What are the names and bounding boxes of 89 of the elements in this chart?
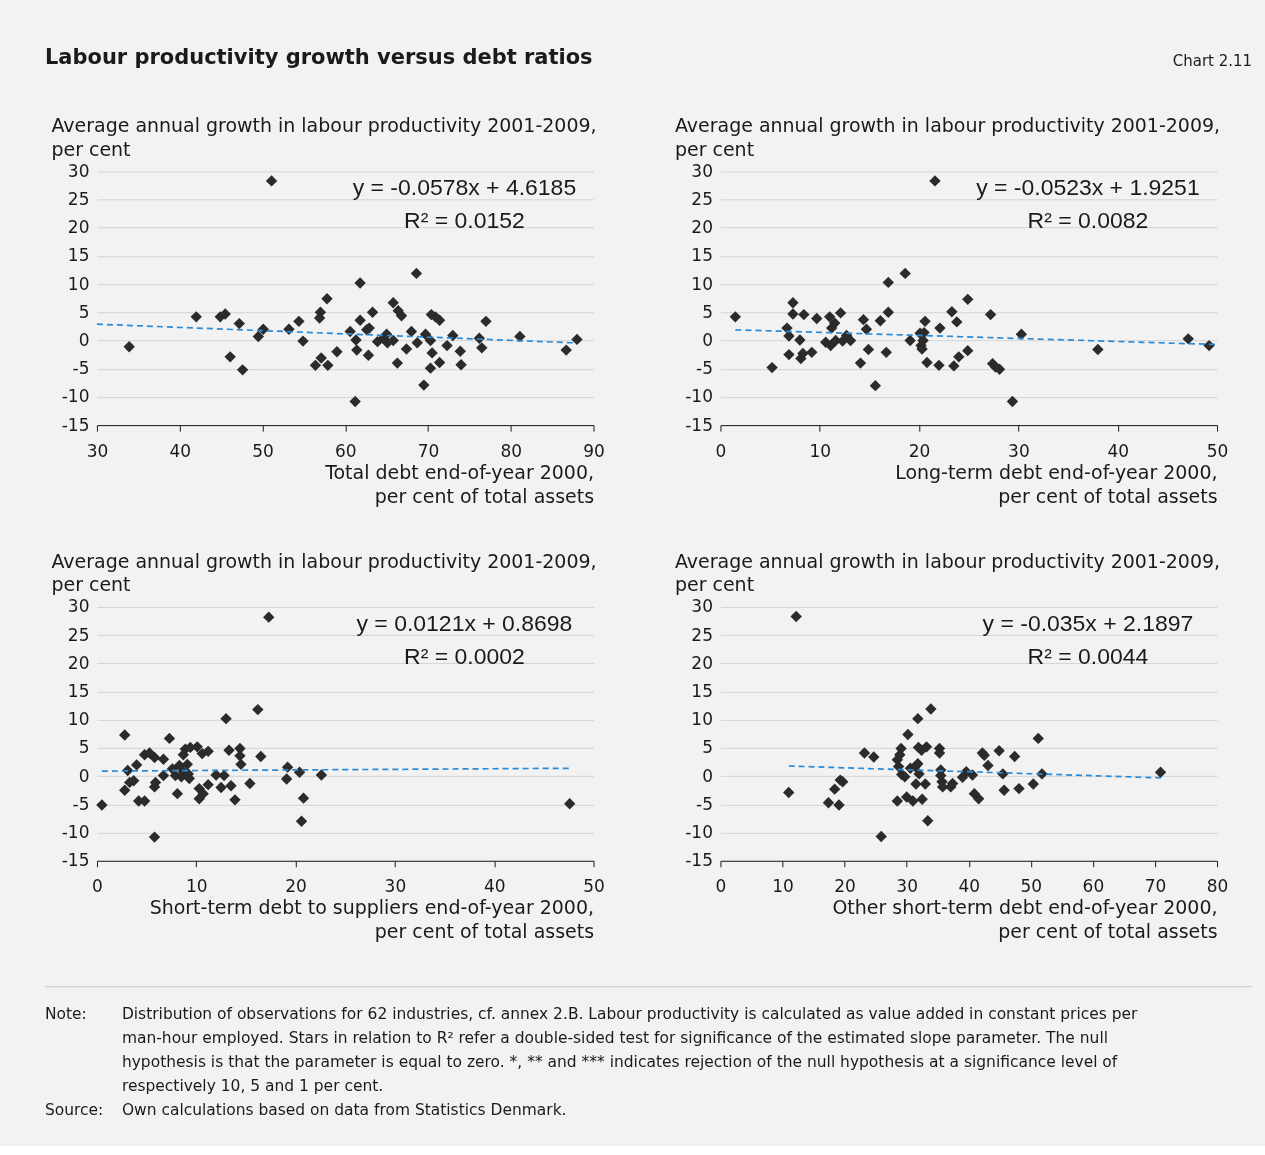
y-axis-title: Average annual growth in labour productivity 2001-2009, per cent [51,549,597,596]
annotation: R² = 0.0082 [1027,207,1149,234]
y-tick-label: -10 [61,822,90,843]
x-tick-label: 40 [958,876,981,897]
x-tick-label: 10 [772,876,794,897]
x-tick-label: 0 [715,876,727,897]
x-tick-label: 40 [483,876,506,897]
annotation: y = -0.0578x + 4.6185 [352,174,577,201]
annotation: R² = 0.0002 [404,642,525,669]
y-tick-label: -5 [72,358,90,379]
y-tick-label: 20 [67,652,90,673]
y-tick-label: 10 [691,273,713,294]
annotation: R² = 0.0152 [404,207,525,234]
x-tick-label: 50 [252,440,274,461]
y-tick-label: 5 [78,737,90,758]
y-tick-label: 25 [67,624,90,645]
x-tick-label: 60 [334,440,357,461]
y-tick-label: 25 [691,189,713,210]
y-tick-label: 30 [691,160,713,181]
x-tick-label: 70 [417,440,440,461]
y-tick-label: 15 [691,681,713,702]
y-tick-label: 10 [67,709,90,730]
x-tick-label: 10 [809,440,832,461]
y-tick-label: -5 [696,358,713,379]
x-tick-label: 50 [583,876,605,897]
y-tick-label: 0 [78,765,90,786]
y-tick-label: -15 [61,850,90,871]
y-tick-label: 5 [78,301,90,322]
caption: Chart 2.11 [1172,52,1253,71]
x-tick-label: 30 [1008,440,1030,461]
x-tick-label: 50 [1020,876,1043,897]
source-note: Source: [44,1100,104,1119]
y-tick-label: 15 [67,245,90,266]
x-tick-label: 40 [1107,440,1130,461]
x-tick-label: 80 [1206,876,1229,897]
x-tick-label: 40 [169,440,191,461]
y-tick-label: 20 [691,652,713,673]
text: Own calculations based on data from Statistics Denmark. [121,1100,567,1119]
y-tick-label: 15 [67,681,90,702]
x-tick-label: 70 [1144,876,1167,897]
y-tick-label: 30 [67,160,90,181]
y-tick-label: 25 [691,624,713,645]
x-tick-label: 90 [583,440,605,461]
y-tick-label: -10 [685,822,713,843]
x-tick-label: 0 [92,876,103,897]
y-tick-label: -15 [685,850,713,871]
y-tick-label: -5 [72,793,90,814]
x-tick-label: 60 [1082,876,1105,897]
y-tick-label: 15 [691,245,713,266]
x-axis-title: Total debt end-of-year 2000, per cent of total assets [324,460,595,507]
y-tick-label: 10 [67,273,90,294]
y-tick-label: 0 [78,330,90,351]
y-tick-label: 0 [702,765,713,786]
x-axis-title: Long-term debt end-of-year 2000, per cent of total assets [895,460,1218,507]
x-tick-label: 20 [285,876,307,897]
y-tick-label: -10 [685,386,713,407]
y-tick-label: 30 [691,596,713,617]
annotation: y = -0.035x + 2.1897 [982,609,1194,636]
text: Labour productivity growth versus debt ratios [44,45,593,70]
annotation: y = -0.0523x + 1.9251 [976,174,1200,201]
y-axis-title: Average annual growth in labour productivity 2001-2009, per cent [674,113,1221,160]
text: Note: [44,1004,87,1023]
x-tick-label: 20 [834,876,856,897]
y-tick-label: -5 [696,793,713,814]
y-axis-title: Average annual growth in labour productivity 2001-2009, per cent [51,113,597,160]
x-axis-title: Short-term debt to suppliers end-of-year 2000, per cent of total assets [149,896,595,943]
y-tick-label: 30 [67,596,90,617]
x-tick-label: 0 [715,440,727,461]
x-tick-label: 50 [1206,440,1229,461]
y-tick-label: 25 [67,189,90,210]
y-tick-label: 20 [691,217,713,238]
x-tick-label: 10 [185,876,208,897]
y-tick-label: 10 [691,709,713,730]
y-tick-label: 20 [67,217,90,238]
y-tick-label: -15 [685,414,713,435]
annotation: y = 0.0121x + 0.8698 [356,609,573,636]
annotation: R² = 0.0044 [1027,642,1149,669]
x-tick-label: 30 [384,876,407,897]
y-tick-label: 0 [702,330,713,351]
y-tick-label: 5 [702,301,713,322]
x-tick-label: 20 [908,440,931,461]
y-tick-label: -10 [61,386,90,407]
y-tick-label: -15 [61,414,90,435]
x-tick-label: 80 [500,440,523,461]
x-tick-label: 30 [896,876,918,897]
y-tick-label: 5 [702,737,713,758]
y-axis-title: Average annual growth in labour productivity 2001-2009, per cent [674,549,1221,596]
text: Distribution of observations for 62 industries, cf. annex 2.B. Labour productivity is calculated as value added in constant prices per man-hour employed. Stars in relation to R² refer a double-sided test for significance of the estimated slope parameter. The null hypothesis is that the parameter is equal to zero. *, ** and *** indicates rejection of the null hypothesis at a significance level of respectively 10, 5 and 1 per cent. [121,1004,1139,1095]
x-axis-title: Other short-term debt end-of-year 2000, per cent of total assets [832,896,1218,943]
